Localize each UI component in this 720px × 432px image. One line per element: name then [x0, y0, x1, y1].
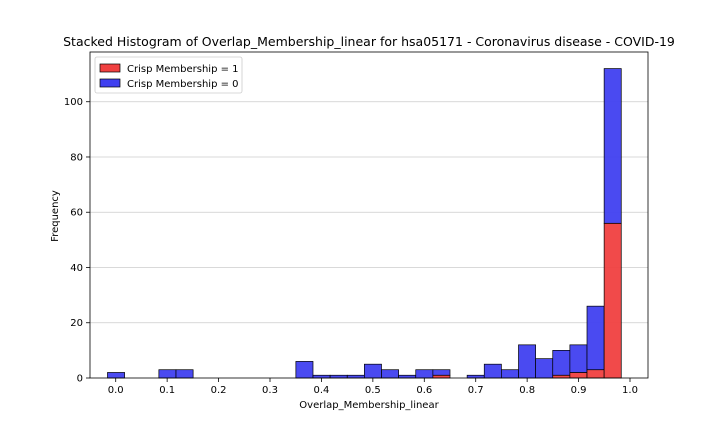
x-tick-label: 0.2	[211, 385, 227, 396]
bar-crisp-0	[603, 68, 622, 224]
x-tick-label: 1.0	[622, 385, 638, 396]
bar-crisp-0	[586, 305, 605, 371]
plot-frame	[89, 51, 649, 379]
bar-crisp-0	[432, 369, 451, 376]
legend: Crisp Membership = 1 Crisp Membership = 0	[94, 56, 243, 94]
bar-crisp-1	[432, 374, 451, 379]
bar-crisp-0	[329, 374, 348, 379]
bars	[107, 68, 622, 379]
chart-title: Stacked Histogram of Overlap_Membership_…	[63, 34, 675, 49]
bar-crisp-0	[501, 369, 519, 379]
bar-crisp-0	[466, 374, 485, 379]
y-tick-label: 40	[70, 263, 83, 274]
bar-crisp-1	[552, 374, 571, 379]
bar-crisp-0	[312, 374, 331, 379]
x-tick-label: 0.9	[571, 385, 587, 396]
bar-crisp-0	[107, 372, 125, 379]
bar-crisp-0	[381, 369, 399, 379]
bar-crisp-0	[175, 369, 194, 379]
x-axis-label: Overlap_Membership_linear	[299, 400, 439, 411]
bar-crisp-0	[569, 344, 588, 373]
y-tick-label: 20	[70, 318, 83, 329]
bar-crisp-1	[586, 369, 605, 379]
bar-crisp-0	[535, 358, 554, 379]
legend-box	[94, 56, 243, 94]
bar-crisp-0	[346, 374, 365, 379]
bar-crisp-0	[158, 369, 177, 379]
x-tick-label: 0.1	[159, 385, 175, 396]
legend-swatch	[99, 78, 121, 88]
y-tick-label: 100	[64, 97, 83, 108]
y-axis-label: Frequency	[50, 190, 61, 242]
bar-crisp-0	[518, 344, 536, 379]
bar-crisp-1	[603, 222, 622, 379]
legend-label: Crisp Membership = 0	[127, 79, 239, 90]
bar-crisp-0	[415, 369, 434, 379]
x-tick-label: 0.3	[262, 385, 278, 396]
bar-crisp-0	[295, 361, 314, 379]
legend-swatch	[99, 63, 121, 73]
x-axis-ticks: 0.0 0.1 0.2 0.3 0.4 0.5 0.6 0.7 0.8 0.9 1.0	[108, 378, 638, 396]
y-axis-ticks: 0 20 40 60 80 100	[64, 97, 90, 385]
bar-crisp-1	[569, 372, 588, 379]
x-tick-label: 0.0	[108, 385, 124, 396]
bar-crisp-0	[364, 363, 382, 379]
x-tick-label: 0.5	[365, 385, 381, 396]
bar-crisp-0	[483, 363, 502, 379]
y-tick-label: 80	[70, 152, 83, 163]
legend-label: Crisp Membership = 1	[127, 64, 239, 75]
grid-lines	[90, 101, 648, 324]
y-tick-label: 0	[77, 374, 83, 385]
x-tick-label: 0.7	[468, 385, 484, 396]
x-tick-label: 0.6	[416, 385, 432, 396]
x-tick-label: 0.4	[313, 385, 329, 396]
y-tick-label: 60	[70, 208, 83, 219]
bar-crisp-0	[552, 350, 571, 376]
bar-crisp-0	[398, 374, 417, 379]
x-tick-label: 0.8	[519, 385, 535, 396]
